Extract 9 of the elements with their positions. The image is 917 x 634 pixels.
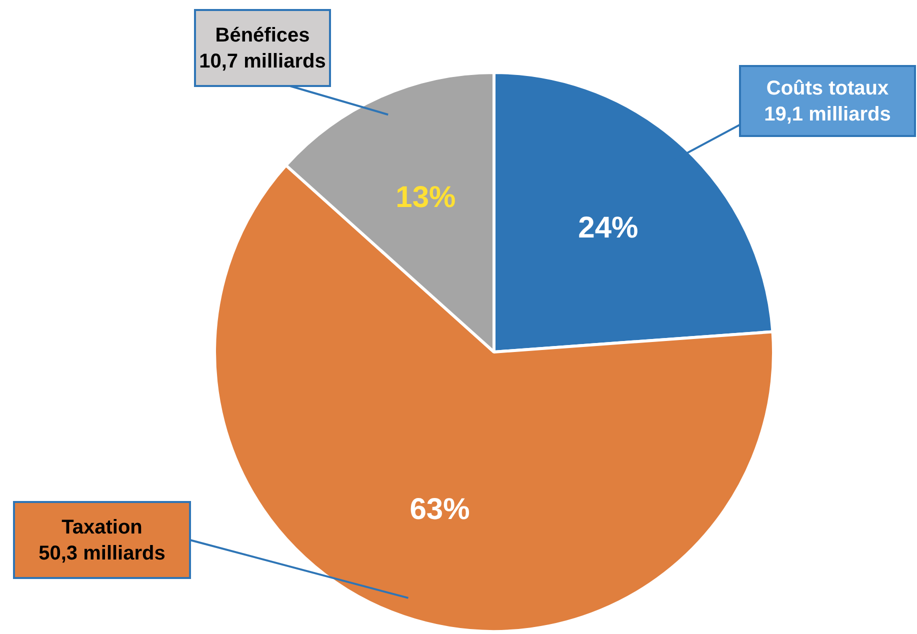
data-label: 50,3 milliards <box>38 542 166 565</box>
slice-label: Taxation <box>62 516 142 539</box>
data-label: 19,1 milliards <box>764 104 891 126</box>
text: 24% <box>578 211 638 244</box>
slice-label: Bénéfices <box>215 24 310 47</box>
text: 63% <box>410 492 470 526</box>
text: 13% <box>396 181 456 214</box>
slice-label: Coûts totaux <box>766 78 889 100</box>
data-label: 10,7 milliards <box>199 50 326 73</box>
